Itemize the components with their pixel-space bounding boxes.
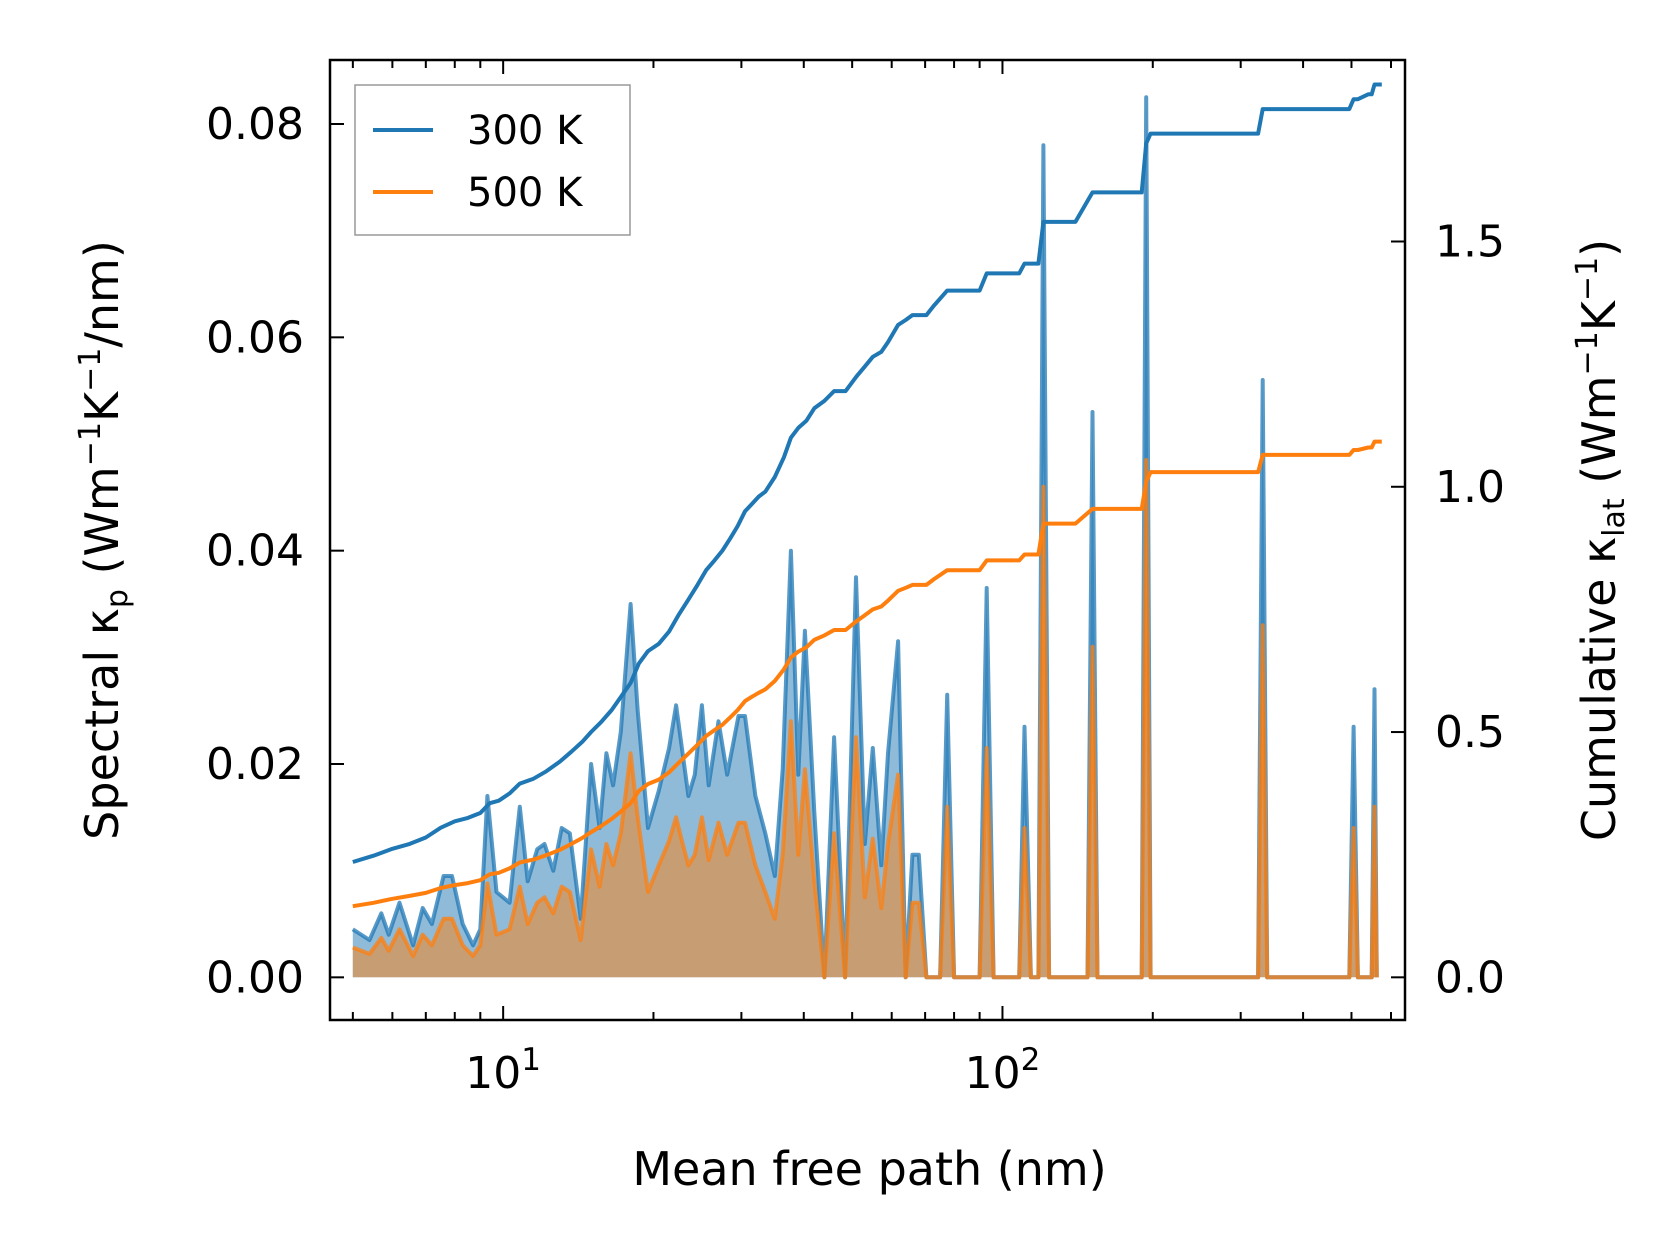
right-y-tick-label: 0.5 [1435, 707, 1505, 758]
x-tick-base: 10 [465, 1048, 521, 1099]
left-y-axis-label-end: /nm) [75, 240, 129, 347]
cumulative-line-500k [352, 439, 1382, 909]
right-y-axis-label-end: ) [1572, 239, 1626, 257]
x-tick-label: 102 [965, 1042, 1041, 1099]
x-tick-base: 10 [965, 1048, 1021, 1099]
left-y-axis-label: Spectral κp (Wm−1K−1/nm) [73, 240, 135, 840]
legend-box [354, 84, 631, 236]
axes: 101 1020.000.020.040.060.080.00.51.01.5Me… [73, 58, 1632, 1196]
left-y-tick-label: 0.06 [206, 312, 304, 363]
left-y-tick-label: 0.02 [206, 739, 304, 790]
legend: 300 K 500 K [354, 84, 631, 236]
legend-label-300k: 300 K [467, 108, 584, 154]
right-y-axis-label-subscript: lat [1597, 498, 1632, 537]
x-tick-exponent: 2 [1021, 1042, 1041, 1078]
legend-label-500k: 500 K [467, 170, 584, 216]
left-y-tick-label: 0.00 [206, 952, 304, 1003]
cumulative-line-300k [352, 82, 1382, 864]
right-y-axis-label-superscript: −1 [1570, 331, 1605, 375]
right-y-tick-label: 1.0 [1435, 462, 1505, 513]
x-tick-label: 101 [465, 1042, 541, 1099]
left-y-tick-label: 0.08 [206, 99, 304, 150]
left-y-axis-label-superscript: −1 [73, 422, 108, 466]
left-y-axis-label-superscript: −1 [73, 348, 108, 392]
spectral-line-500k [352, 458, 1379, 980]
left-y-axis-label-units: (Wm [75, 466, 129, 589]
right-y-axis-label-units: (Wm [1572, 375, 1626, 498]
left-y-axis-label-unit-k: K [75, 390, 129, 422]
left-y-axis-label-text: Spectral κ [75, 608, 129, 840]
x-tick-exponent: 1 [521, 1042, 541, 1078]
right-y-tick-label: 0.0 [1435, 952, 1505, 1003]
axes-frame [328, 58, 1407, 1022]
right-y-axis-label: Cumulative κlat (Wm−1K−1) [1570, 239, 1632, 841]
left-y-axis-label-subscript: p [100, 589, 135, 608]
right-y-tick-label: 1.5 [1435, 217, 1505, 268]
right-y-axis-label-text: Cumulative κ [1572, 537, 1626, 841]
right-y-axis-label-unit-k: K [1572, 299, 1626, 331]
x-axis-label: Mean free path (nm) [632, 1142, 1106, 1196]
left-y-tick-label: 0.04 [206, 526, 304, 577]
plot-area [351, 82, 1382, 980]
right-y-axis-label-superscript: −1 [1570, 257, 1605, 301]
